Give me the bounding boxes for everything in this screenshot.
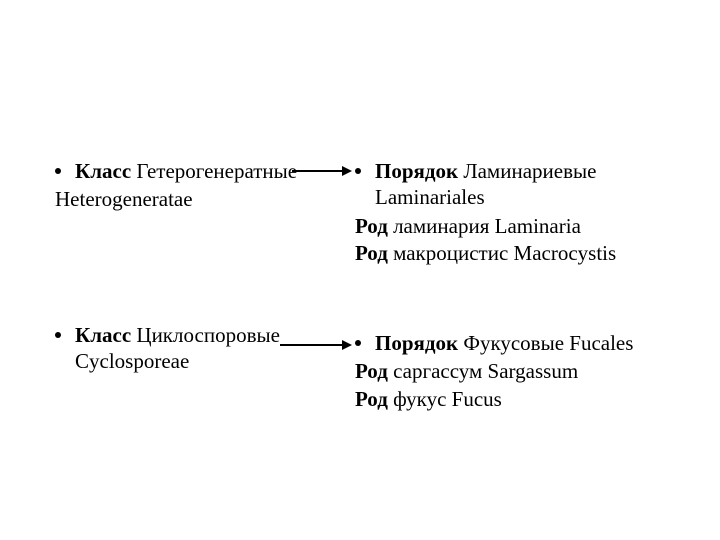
- label-order-bold: Порядок: [375, 331, 458, 355]
- genus-macrocystis: Род макроцистис Macrocystis: [355, 240, 675, 267]
- label-genus-bold: Род: [355, 387, 388, 411]
- label-genus-bold: Род: [355, 214, 388, 238]
- order-fucales-bullet: Порядок Фукусовые Fucales: [355, 330, 675, 356]
- class-heterogeneratae-text: Класс Гетерогенератные: [75, 158, 297, 184]
- label-order-rest: Фукусовые Fucales: [458, 331, 633, 355]
- bullet-icon: [355, 340, 361, 346]
- arrow-bottom-icon: [280, 338, 352, 352]
- class-heterogeneratae-bullet: Класс Гетерогенератные: [55, 158, 325, 184]
- order-fucales-text: Порядок Фукусовые Fucales: [375, 330, 633, 356]
- slide: Класс Гетерогенератные Heterogeneratae К…: [0, 0, 720, 540]
- order-laminariales-block: Порядок Ламинариевые Laminariales Род ла…: [355, 158, 675, 267]
- heterogeneratae-latin: Heterogeneratae: [55, 186, 325, 213]
- bullet-icon: [355, 168, 361, 174]
- label-genus-rest: ламинария Laminaria: [388, 214, 581, 238]
- label-genus-bold: Род: [355, 359, 388, 383]
- bullet-icon: [55, 332, 61, 338]
- label-genus-rest: макроцистис Macrocystis: [388, 241, 616, 265]
- genus-fucus: Род фукус Fucus: [355, 386, 675, 413]
- label-class-bold: Класс: [75, 159, 131, 183]
- order-laminariales-bullet: Порядок Ламинариевые Laminariales: [355, 158, 675, 211]
- order-laminariales-text: Порядок Ламинариевые Laminariales: [375, 158, 675, 211]
- bullet-icon: [55, 168, 61, 174]
- label-genus-rest: фукус Fucus: [388, 387, 502, 411]
- label-class-rest: Гетерогенератные: [131, 159, 297, 183]
- class-heterogeneratae-block: Класс Гетерогенератные Heterogeneratae: [55, 158, 325, 214]
- arrow-top-icon: [292, 164, 352, 178]
- genus-sargassum: Род саргассум Sargassum: [355, 358, 675, 385]
- label-genus-rest: саргассум Sargassum: [388, 359, 578, 383]
- label-order-bold: Порядок: [375, 159, 458, 183]
- label-class-bold: Класс: [75, 323, 131, 347]
- label-genus-bold: Род: [355, 241, 388, 265]
- genus-laminaria: Род ламинария Laminaria: [355, 213, 675, 240]
- order-fucales-block: Порядок Фукусовые Fucales Род саргассум …: [355, 330, 675, 413]
